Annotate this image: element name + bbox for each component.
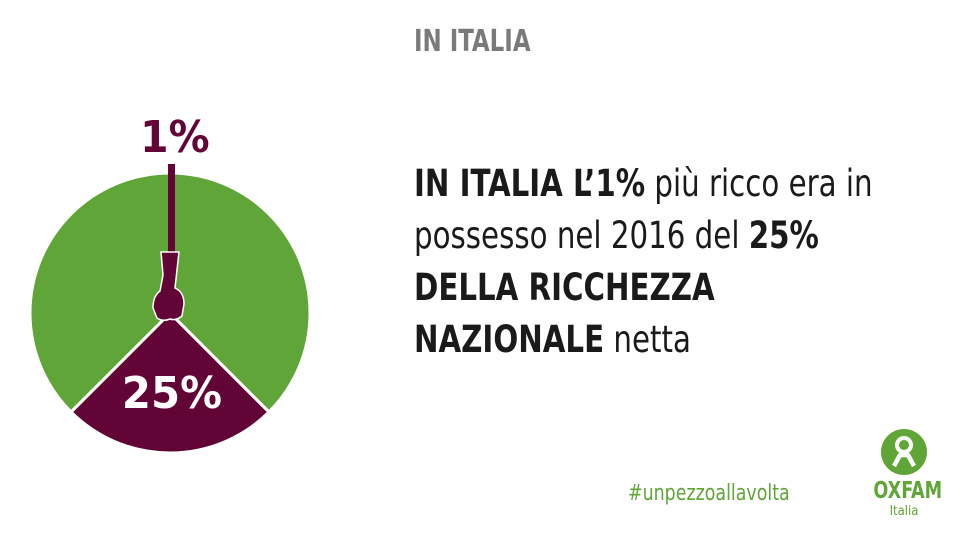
one-percent-bar <box>168 164 175 254</box>
hand-icon <box>152 251 185 322</box>
oxfam-logo: OXFAM Italia <box>868 428 943 519</box>
slice-label-25: 25% <box>122 368 222 419</box>
pointer-label-1: 1% <box>140 113 209 164</box>
oxfam-logo-icon <box>881 429 927 475</box>
page-title: IN ITALIA <box>414 24 531 59</box>
logo-sub: Italia <box>889 504 919 519</box>
headline-bold-1: IN ITALIA L’1% <box>414 162 646 205</box>
hashtag: #unpezzoallavolta <box>628 481 790 506</box>
headline: IN ITALIA L’1% più ricco era in possesso… <box>414 158 889 366</box>
pie-slice-25 <box>68 310 272 455</box>
headline-bold-2: 25% DELLA RICCHEZZA NAZIONALE <box>414 214 819 361</box>
headline-text-2: netta <box>604 318 691 361</box>
pie-chart: 25% 1% <box>28 113 312 455</box>
logo-name: OXFAM <box>873 478 943 504</box>
headline-text-1: più ricco era in possesso nel 2016 del <box>414 162 873 257</box>
